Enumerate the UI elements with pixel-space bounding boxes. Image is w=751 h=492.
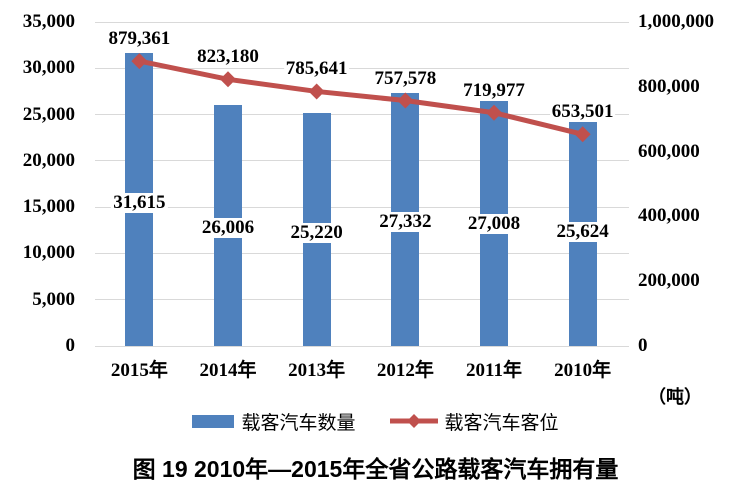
bar-value-label: 25,220 (288, 222, 345, 243)
bar-value-label: 27,008 (465, 213, 523, 234)
left-axis-tick-label: 5,000 (32, 288, 75, 310)
left-axis-tick-label: 35,000 (22, 11, 75, 32)
right-axis-tick-label: 800,000 (638, 75, 700, 97)
x-axis-label: 2014年 (199, 360, 257, 381)
legend-bar-swatch-icon (192, 414, 235, 428)
legend: 载客汽车数量 载客汽车客位 (0, 407, 751, 435)
gridline (95, 206, 629, 208)
right-axis-tick-label: 1,000,000 (638, 11, 714, 32)
right-axis-tick-label: 200,000 (638, 270, 700, 292)
left-axis-tick-label: 20,000 (22, 149, 75, 171)
right-axis-unit-label: （吨） (648, 387, 702, 407)
legend-line-diamond-icon (389, 414, 438, 428)
bar-value-label: 25,624 (554, 221, 611, 242)
line-value-label: 653,501 (549, 101, 616, 123)
gridline (95, 252, 629, 254)
gridline (95, 67, 629, 69)
right-axis-tick-label: 400,000 (638, 205, 700, 227)
x-axis-label: 2010年 (554, 360, 612, 381)
legend-item-line-series: 载客汽车客位 (389, 408, 559, 435)
gridline (95, 345, 629, 347)
chart-title: 图 19 2010年—2015年全省公路载客汽车拥有量 (132, 456, 619, 482)
left-axis-tick-label: 15,000 (22, 196, 75, 218)
left-axis-tick-label: 10,000 (22, 242, 75, 264)
x-axis-label: 2011年 (466, 360, 522, 381)
right-axis-tick-label: 600,000 (638, 140, 700, 162)
line-value-label: 757,578 (372, 67, 439, 89)
x-axis-label: 2013年 (288, 360, 346, 381)
line-value-label: 785,641 (283, 58, 350, 80)
right-axis-tick-label: 0 (638, 335, 648, 356)
bar-value-label: 27,332 (377, 211, 434, 232)
legend-item-label: 载客汽车客位 (444, 412, 559, 434)
x-axis-label: 2015年 (110, 360, 168, 381)
gridline (95, 21, 629, 23)
left-axis-tick-label: 0 (65, 335, 76, 356)
x-axis-label: 2012年 (376, 360, 434, 381)
bar-value-label: 26,006 (199, 217, 257, 238)
line-value-label: 823,180 (195, 46, 261, 68)
legend-item-bar-series: 载客汽车数量 (192, 408, 356, 435)
line-value-label: 719,977 (461, 79, 527, 101)
gridline (95, 160, 629, 162)
line-value-label: 879,361 (106, 28, 173, 50)
legend-item-label: 载客汽车数量 (241, 412, 356, 434)
gridline (95, 299, 629, 301)
left-axis-tick-label: 30,000 (22, 57, 75, 79)
left-axis-tick-label: 25,000 (22, 103, 75, 125)
bar-value-label: 31,615 (111, 192, 168, 213)
